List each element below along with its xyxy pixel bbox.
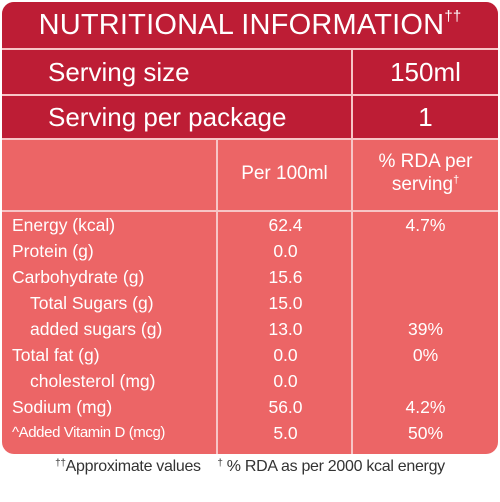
nutrient-label: Sodium (mg) [12, 397, 113, 417]
nutrient-row-vitamin-d: ^Added Vitamin D (mcg) 5.0 50% [2, 420, 498, 446]
nutrient-label: added sugars (g) [30, 319, 163, 339]
footnote-mark-2: † [217, 458, 223, 469]
rda-heading-line1: % RDA per [378, 151, 473, 172]
column-divider [351, 140, 353, 454]
nutrient-row-protein: Protein (g) 0.0 [2, 238, 498, 264]
divider-line [2, 94, 498, 96]
rda-heading: % RDA per serving† [353, 150, 498, 196]
rda-footnote-mark: † [453, 174, 460, 186]
footnote-approximate: Approximate values [65, 458, 201, 475]
nutrient-row-total-sugars: Total Sugars (g) 15.0 [2, 290, 498, 316]
rda-value: 4.7% [405, 215, 446, 235]
title-text: NUTRITIONAL INFORMATION [38, 9, 445, 41]
nutrient-label: Total fat (g) [12, 345, 100, 365]
nutrient-label: Total Sugars (g) [30, 293, 154, 313]
serving-size-label: Serving size [48, 57, 190, 87]
rda-value: 39% [407, 319, 444, 339]
per-100ml-value: 56.0 [268, 397, 303, 417]
nutrient-row-energy: Energy (kcal) 62.4 4.7% [2, 212, 498, 238]
column-divider [351, 50, 353, 94]
nutrition-panel: NUTRITIONAL INFORMATION†† Serving size 1… [2, 2, 498, 454]
nutrient-row-carbohydrate: Carbohydrate (g) 15.6 [2, 264, 498, 290]
nutrient-row-sodium: Sodium (mg) 56.0 4.2% [2, 394, 498, 420]
panel-title: NUTRITIONAL INFORMATION†† [2, 2, 498, 48]
rda-value: 50% [407, 423, 444, 443]
divider-line [2, 210, 498, 212]
nutrient-label: cholesterol (mg) [30, 371, 156, 391]
rda-value: 4.2% [405, 397, 446, 417]
serving-per-package-label: Serving per package [48, 102, 287, 132]
footnote-rda-basis: % RDA as per 2000 kcal energy [226, 458, 445, 475]
per-100ml-value: 0.0 [273, 345, 298, 365]
per-100ml-value: 62.4 [268, 215, 303, 235]
serving-size-row: Serving size 150ml [2, 50, 498, 94]
per-100ml-value: 0.0 [273, 241, 298, 261]
serving-size-value: 150ml [390, 57, 461, 87]
column-divider [216, 140, 218, 454]
divider-line [2, 48, 498, 50]
rda-value: 0% [412, 345, 439, 365]
divider-line [2, 138, 498, 140]
nutrient-row-cholesterol: cholesterol (mg) 0.0 [2, 368, 498, 394]
footnotes: ††Approximate values † % RDA as per 2000… [0, 458, 500, 476]
per-100ml-value: 13.0 [268, 319, 303, 339]
per-100ml-value: 5.0 [273, 423, 298, 443]
nutrient-row-added-sugars: added sugars (g) 13.0 39% [2, 316, 498, 342]
per-100ml-heading-text: Per 100ml [241, 163, 328, 184]
nutrient-label: Protein (g) [12, 241, 94, 261]
nutrient-label: Carbohydrate (g) [12, 267, 145, 287]
per-100ml-value: 0.0 [273, 371, 298, 391]
title-footnote-mark: †† [444, 8, 462, 25]
footnote-mark-1: †† [55, 458, 66, 469]
serving-per-package-row: Serving per package 1 [2, 96, 498, 138]
nutrient-label: Energy (kcal) [12, 215, 116, 235]
column-divider [351, 96, 353, 138]
rda-heading-line2: serving [391, 174, 454, 195]
nutrient-label: ^Added Vitamin D (mcg) [12, 424, 166, 441]
per-100ml-heading: Per 100ml [218, 162, 351, 185]
per-100ml-value: 15.6 [268, 267, 303, 287]
nutrient-row-total-fat: Total fat (g) 0.0 0% [2, 342, 498, 368]
per-100ml-value: 15.0 [268, 293, 303, 313]
serving-per-package-value: 1 [418, 102, 433, 132]
